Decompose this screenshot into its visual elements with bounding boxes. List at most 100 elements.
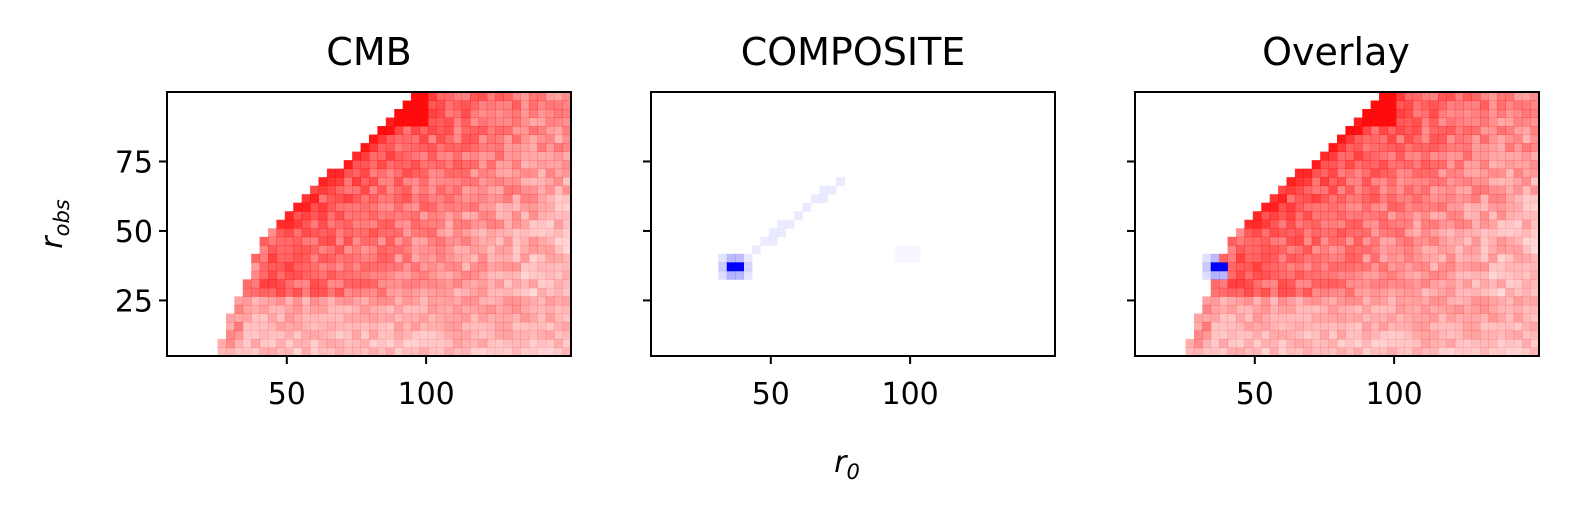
heatmap-cell <box>562 313 572 323</box>
heatmap-cell <box>427 160 437 170</box>
heatmap-cell <box>1294 219 1304 229</box>
heatmap-cell <box>528 211 538 221</box>
heatmap-cell <box>1236 313 1245 323</box>
heatmap-cell <box>1513 109 1523 118</box>
heatmap-cell <box>1412 270 1422 280</box>
heatmap-cell <box>1454 279 1464 289</box>
heatmap-cell <box>268 287 277 297</box>
heatmap-cell <box>1395 92 1405 101</box>
heatmap-cell <box>1429 160 1439 170</box>
heatmap-cell <box>453 194 462 204</box>
heatmap-cell <box>503 338 513 348</box>
heatmap-cell <box>1530 177 1540 187</box>
heatmap-cell <box>1345 287 1355 297</box>
heatmap-cell <box>1505 279 1515 289</box>
heatmap-cell <box>1362 338 1372 348</box>
heatmap-cell <box>503 202 513 212</box>
heatmap-cell <box>1471 287 1481 297</box>
heatmap-cell <box>360 211 370 221</box>
heatmap-cell <box>1370 296 1380 306</box>
heatmap-cell <box>1496 109 1506 118</box>
heatmap-cell <box>419 321 429 331</box>
heatmap-cell <box>1522 270 1531 280</box>
heatmap-cell <box>1496 313 1506 323</box>
heatmap-cell <box>1404 160 1414 170</box>
heatmap-cell <box>1530 219 1540 229</box>
heatmap-cell <box>1387 228 1397 238</box>
heatmap-cell <box>735 262 744 272</box>
heatmap-cell <box>1286 304 1296 314</box>
heatmap-cell <box>1370 126 1380 135</box>
heatmap-cell <box>276 287 286 297</box>
heatmap-cell <box>478 313 488 323</box>
heatmap-cell <box>343 270 353 280</box>
heatmap-cell <box>377 279 387 289</box>
heatmap-cell <box>512 330 521 340</box>
heatmap-cell <box>1513 117 1523 127</box>
heatmap-cell <box>1530 109 1540 118</box>
heatmap-cell <box>377 304 387 314</box>
heatmap-cell <box>528 304 538 314</box>
heatmap-cell <box>1353 330 1363 340</box>
heatmap-cell <box>385 313 395 323</box>
heatmap-cell <box>1513 228 1523 238</box>
heatmap-cell <box>470 296 479 306</box>
heatmap-cell <box>470 304 479 314</box>
heatmap-cell <box>402 253 412 263</box>
heatmap-cell <box>436 202 446 212</box>
heatmap-cell <box>1193 347 1203 357</box>
heatmap-cell <box>444 126 454 135</box>
heatmap-cell <box>369 211 378 221</box>
heatmap-cell <box>352 202 361 212</box>
heatmap-cell <box>352 279 361 289</box>
heatmap-cell <box>343 177 353 187</box>
heatmap-cell <box>1463 126 1473 135</box>
heatmap-cell <box>1395 245 1405 255</box>
heatmap-cell <box>1395 100 1405 110</box>
heatmap-cell <box>528 330 538 340</box>
heatmap-cell <box>1522 151 1531 161</box>
heatmap-cell <box>486 347 496 357</box>
heatmap-cell <box>360 202 370 212</box>
heatmap-cell <box>1471 117 1481 127</box>
heatmap-cell <box>301 262 311 272</box>
heatmap-cell <box>1320 219 1329 229</box>
heatmap-cell <box>1244 228 1254 238</box>
heatmap-cell <box>234 330 244 340</box>
heatmap-cell <box>1404 330 1414 340</box>
heatmap-cell <box>1421 228 1430 238</box>
heatmap-cell <box>259 321 269 331</box>
heatmap-cell <box>1446 287 1456 297</box>
heatmap-cell <box>1269 347 1279 357</box>
heatmap-cell <box>1480 330 1489 340</box>
heatmap-cell <box>1446 126 1456 135</box>
heatmap-cell <box>1505 160 1515 170</box>
heatmap-cell <box>1513 270 1523 280</box>
heatmap-cell <box>369 236 378 246</box>
heatmap-cell <box>1311 177 1321 187</box>
heatmap-cell <box>1480 194 1489 204</box>
heatmap-cell <box>1429 330 1439 340</box>
heatmap-cell <box>1219 304 1228 314</box>
heatmap-cell <box>1446 347 1456 357</box>
heatmap-cell <box>385 202 395 212</box>
heatmap-cell <box>1320 160 1329 170</box>
heatmap-cell <box>1362 109 1372 118</box>
heatmap-cell <box>1438 304 1447 314</box>
heatmap-cell <box>453 228 462 238</box>
heatmap-cell <box>335 194 345 204</box>
heatmap-cell <box>562 262 572 272</box>
heatmap-cell <box>419 151 429 161</box>
heatmap-cell <box>394 296 404 306</box>
heatmap-cell <box>1480 279 1489 289</box>
heatmap-cell <box>436 126 446 135</box>
heatmap-cell <box>343 245 353 255</box>
heatmap-cell <box>1488 347 1498 357</box>
heatmap-cell <box>1294 194 1304 204</box>
heatmap-cell <box>335 338 345 348</box>
heatmap-cell <box>1219 253 1228 263</box>
heatmap-cell <box>562 330 572 340</box>
heatmap-cell <box>537 313 547 323</box>
heatmap-cell <box>411 168 420 178</box>
heatmap-cell <box>726 262 736 272</box>
